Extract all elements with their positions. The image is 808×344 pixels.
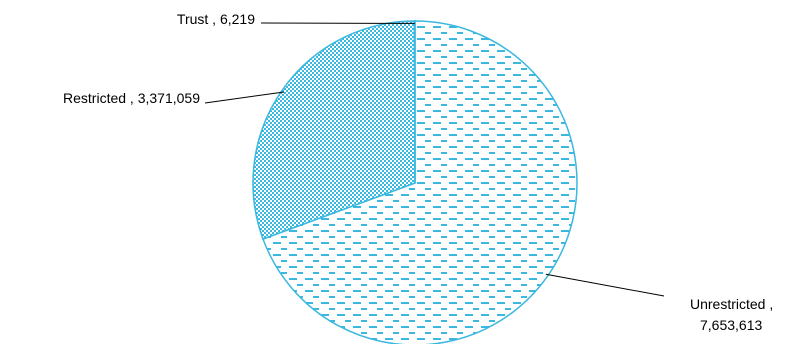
pie-slice-trust (413, 20, 416, 184)
data-label-trust: Trust , 6,219 (177, 11, 255, 27)
data-label-unrestricted-name: Unrestricted , (690, 296, 773, 312)
data-label-unrestricted-value: 7,653,613 (700, 317, 762, 333)
leader-lines (204, 22, 665, 297)
pie-slices (252, 20, 578, 344)
data-label-restricted: Restricted , 3,371,059 (63, 90, 200, 106)
data-labels: Unrestricted , 7,653,613 Restricted , 3,37… (63, 11, 773, 333)
leader-line-unrestricted (545, 273, 665, 297)
pie-slice-unrestricted (262, 20, 578, 344)
pie-slice-restricted (252, 20, 416, 240)
leader-line-restricted (204, 91, 285, 104)
